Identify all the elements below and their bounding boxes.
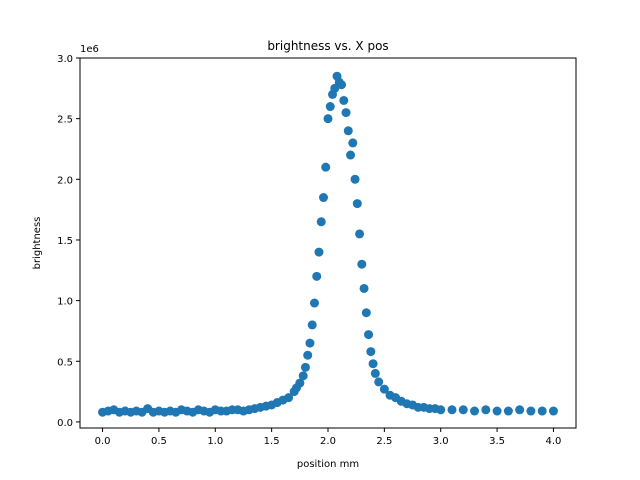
data-point bbox=[341, 108, 351, 118]
data-point bbox=[526, 406, 536, 416]
data-point bbox=[323, 114, 333, 124]
data-point bbox=[325, 102, 335, 112]
data-point bbox=[368, 359, 378, 369]
y-axis-label: brightness bbox=[32, 217, 43, 270]
data-point bbox=[548, 406, 558, 416]
data-point bbox=[300, 362, 310, 372]
y-offset-text: 1e6 bbox=[80, 44, 99, 55]
data-point bbox=[361, 308, 371, 318]
data-point bbox=[492, 406, 502, 416]
data-point bbox=[298, 371, 308, 381]
data-point bbox=[307, 320, 317, 330]
x-tick-label: 1.0 bbox=[207, 436, 223, 447]
data-point bbox=[355, 229, 365, 239]
x-axis-ticks: 0.0 0.5 1.0 1.5 2.0 2.5 3.0 3.5 4.0 bbox=[95, 428, 562, 447]
y-tick-label: 2.5 bbox=[57, 115, 73, 126]
data-point bbox=[374, 377, 384, 387]
data-point bbox=[314, 247, 324, 257]
data-point bbox=[436, 405, 446, 415]
data-point bbox=[537, 406, 547, 416]
y-tick-label: 1.5 bbox=[57, 236, 73, 247]
data-point bbox=[348, 138, 358, 148]
data-point bbox=[312, 271, 322, 281]
y-tick-label: 1.0 bbox=[57, 297, 73, 308]
x-tick-label: 0.0 bbox=[95, 436, 111, 447]
data-point bbox=[350, 174, 360, 184]
y-tick-label: 3.0 bbox=[57, 54, 73, 65]
y-tick-label: 0.0 bbox=[57, 418, 73, 429]
data-point bbox=[379, 384, 389, 394]
data-point bbox=[318, 193, 328, 203]
data-point bbox=[364, 330, 374, 340]
x-tick-label: 0.5 bbox=[151, 436, 167, 447]
scatter-points bbox=[98, 71, 558, 417]
x-axis-label: position mm bbox=[297, 459, 359, 470]
data-point bbox=[295, 378, 305, 388]
x-tick-label: 3.0 bbox=[433, 436, 449, 447]
data-point bbox=[303, 350, 313, 360]
data-point bbox=[346, 150, 356, 160]
x-tick-label: 4.0 bbox=[546, 436, 562, 447]
data-point bbox=[343, 126, 353, 136]
data-point bbox=[284, 393, 294, 403]
data-point bbox=[515, 405, 525, 415]
x-tick-label: 1.5 bbox=[264, 436, 280, 447]
data-point bbox=[357, 259, 367, 269]
x-tick-label: 3.5 bbox=[489, 436, 505, 447]
data-point bbox=[458, 405, 468, 415]
data-point bbox=[370, 368, 380, 378]
data-point bbox=[481, 405, 491, 415]
data-point bbox=[447, 405, 457, 415]
data-point bbox=[352, 199, 362, 209]
y-tick-label: 2.0 bbox=[57, 175, 73, 186]
data-point bbox=[337, 80, 347, 90]
data-point bbox=[321, 162, 331, 172]
plot-area bbox=[80, 58, 576, 428]
data-point bbox=[309, 298, 319, 308]
data-point bbox=[339, 95, 349, 105]
x-tick-label: 2.0 bbox=[320, 436, 336, 447]
data-point bbox=[503, 406, 513, 416]
data-point bbox=[470, 406, 480, 416]
x-tick-label: 2.5 bbox=[376, 436, 392, 447]
data-point bbox=[366, 347, 376, 357]
data-point bbox=[305, 338, 315, 348]
y-tick-label: 0.5 bbox=[57, 357, 73, 368]
y-axis-ticks: 0.0 0.5 1.0 1.5 2.0 2.5 3.0 bbox=[57, 54, 80, 429]
chart-title: brightness vs. X pos bbox=[267, 39, 388, 53]
data-point bbox=[316, 217, 326, 227]
data-point bbox=[359, 283, 369, 293]
plot-frame bbox=[79, 57, 577, 429]
